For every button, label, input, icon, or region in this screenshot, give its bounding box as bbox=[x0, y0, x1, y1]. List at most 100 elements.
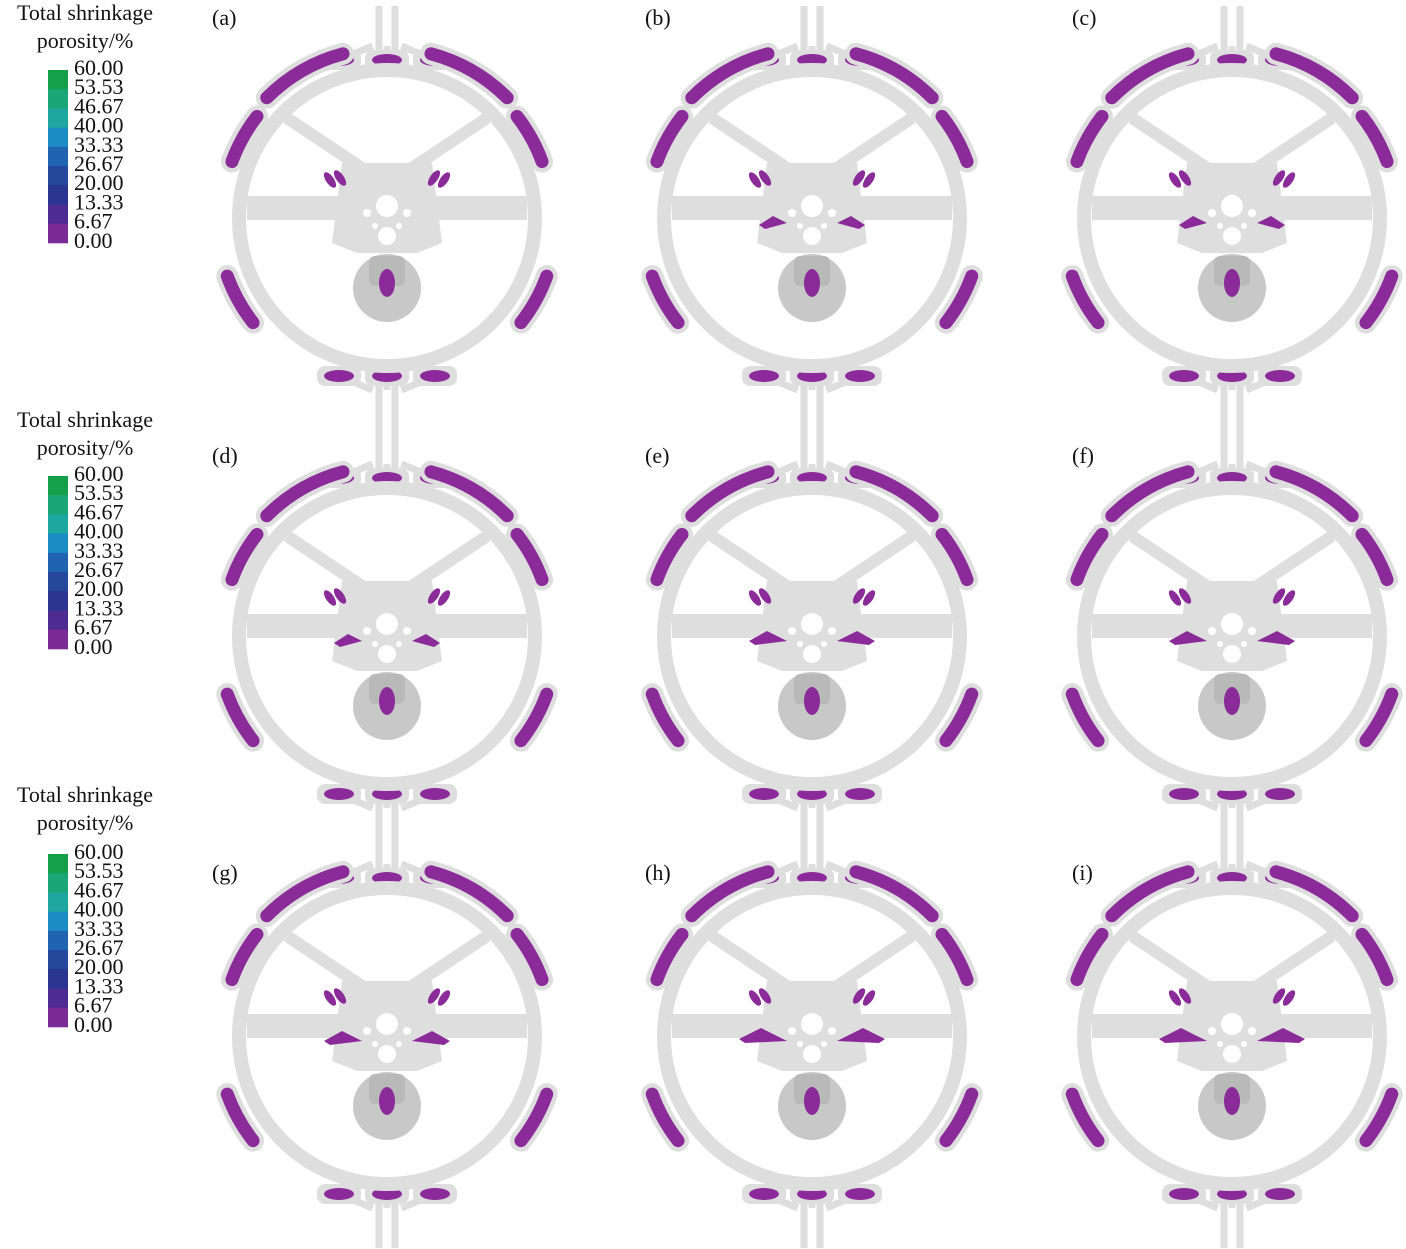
defect bbox=[514, 269, 554, 330]
legend-label: 40.00 bbox=[74, 519, 124, 544]
panel-label: (g) bbox=[212, 860, 238, 885]
legend-label: 60.00 bbox=[74, 55, 124, 80]
legend: Total shrinkage porosity/%60.0053.5346.67… bbox=[17, 407, 153, 659]
defect bbox=[1282, 990, 1296, 1006]
defect bbox=[749, 788, 779, 800]
color-block bbox=[48, 911, 68, 932]
legend-label: 20.00 bbox=[74, 170, 124, 195]
hole bbox=[378, 227, 396, 245]
hole bbox=[788, 209, 796, 217]
defect bbox=[748, 590, 762, 606]
defect bbox=[939, 269, 979, 330]
hole bbox=[788, 627, 796, 635]
defect bbox=[685, 865, 775, 923]
defect bbox=[797, 54, 827, 66]
legend-label: 26.67 bbox=[74, 935, 124, 960]
defect bbox=[797, 788, 827, 800]
color-block bbox=[48, 204, 68, 225]
panel: (i) bbox=[1061, 824, 1403, 1248]
color-block bbox=[48, 146, 68, 167]
legend-label: 13.33 bbox=[74, 973, 124, 998]
defect bbox=[324, 1031, 362, 1045]
defect bbox=[804, 1087, 820, 1115]
hole bbox=[803, 227, 821, 245]
defect bbox=[1065, 687, 1105, 748]
hole bbox=[801, 195, 823, 217]
defect bbox=[650, 109, 689, 169]
defect bbox=[420, 788, 450, 800]
hole bbox=[1217, 223, 1223, 229]
hole bbox=[821, 223, 827, 229]
hole bbox=[403, 627, 411, 635]
defect bbox=[1065, 269, 1105, 330]
hole bbox=[1217, 641, 1223, 647]
defect bbox=[510, 109, 549, 169]
defect bbox=[323, 590, 337, 606]
hole bbox=[828, 1027, 836, 1035]
defect bbox=[797, 1188, 827, 1200]
legend-label: 6.67 bbox=[74, 209, 113, 234]
panel: (d) bbox=[212, 424, 558, 848]
defect bbox=[1269, 865, 1359, 923]
rim bbox=[1077, 881, 1387, 1191]
color-block bbox=[48, 854, 68, 874]
panel-label: (i) bbox=[1072, 860, 1093, 885]
legend: Total shrinkage porosity/%60.0053.5346.67… bbox=[17, 0, 153, 253]
defect bbox=[1359, 1087, 1399, 1148]
defect bbox=[1217, 872, 1247, 884]
color-block bbox=[48, 166, 68, 186]
defect bbox=[1265, 370, 1295, 382]
legend-title: Total shrinkage bbox=[17, 0, 153, 25]
defect bbox=[749, 631, 787, 645]
hole bbox=[1248, 1027, 1256, 1035]
defect bbox=[260, 47, 350, 105]
hole bbox=[1208, 1027, 1216, 1035]
panel-label: (h) bbox=[645, 860, 671, 885]
panel-label: (a) bbox=[212, 5, 236, 30]
panel-label: (d) bbox=[212, 443, 238, 468]
defect bbox=[514, 687, 554, 748]
legend-label: 6.67 bbox=[74, 993, 113, 1018]
defect bbox=[372, 54, 402, 66]
legend-title: Total shrinkage bbox=[17, 782, 153, 807]
color-block bbox=[48, 892, 68, 913]
hole bbox=[828, 627, 836, 635]
legend-label: 53.53 bbox=[74, 74, 124, 99]
defect bbox=[437, 990, 451, 1006]
defect bbox=[510, 527, 549, 587]
defect bbox=[372, 370, 402, 382]
defect bbox=[849, 465, 939, 523]
panel: (a) bbox=[212, 5, 558, 430]
color-block bbox=[48, 1007, 68, 1028]
hole bbox=[396, 1041, 402, 1047]
legend-title: porosity/% bbox=[37, 810, 134, 835]
defect bbox=[1355, 527, 1394, 587]
defect bbox=[324, 370, 354, 382]
defect bbox=[758, 170, 772, 186]
color-block bbox=[48, 591, 68, 611]
defect bbox=[645, 269, 685, 330]
defect bbox=[1355, 109, 1394, 169]
defect bbox=[1169, 1188, 1199, 1200]
defect bbox=[1217, 1188, 1247, 1200]
legend-label: 40.00 bbox=[74, 113, 124, 138]
legend-label: 6.67 bbox=[74, 615, 113, 640]
hole bbox=[797, 641, 803, 647]
hole bbox=[372, 641, 378, 647]
color-block bbox=[48, 552, 68, 573]
panel: (h) bbox=[641, 824, 983, 1248]
defect bbox=[379, 269, 395, 297]
defect bbox=[1224, 687, 1240, 715]
defect bbox=[1265, 788, 1295, 800]
defect bbox=[424, 865, 514, 923]
hole bbox=[396, 223, 402, 229]
hole bbox=[1217, 1041, 1223, 1047]
defect bbox=[334, 634, 362, 647]
color-block bbox=[48, 930, 68, 951]
legend-label: 33.33 bbox=[74, 916, 124, 941]
defect bbox=[759, 216, 787, 229]
rim bbox=[232, 63, 542, 373]
panel: (c) bbox=[1061, 5, 1403, 430]
legend-label: 53.53 bbox=[74, 480, 124, 505]
defect bbox=[852, 170, 866, 186]
